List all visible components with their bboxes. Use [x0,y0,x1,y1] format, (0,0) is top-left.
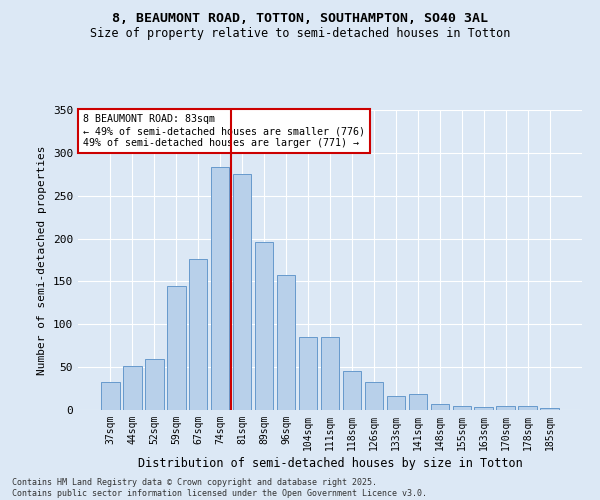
Bar [518,406,537,410]
Bar [386,396,405,410]
Bar [409,394,427,410]
Bar [475,408,493,410]
Bar [167,286,185,410]
Bar [365,382,383,410]
Y-axis label: Number of semi-detached properties: Number of semi-detached properties [37,145,47,375]
Bar [233,174,251,410]
Bar [211,168,229,410]
Bar [541,408,559,410]
Bar [189,259,208,410]
Bar [101,382,119,410]
Text: Contains HM Land Registry data © Crown copyright and database right 2025.
Contai: Contains HM Land Registry data © Crown c… [12,478,427,498]
Bar [452,406,471,410]
Text: 8 BEAUMONT ROAD: 83sqm
← 49% of semi-detached houses are smaller (776)
49% of se: 8 BEAUMONT ROAD: 83sqm ← 49% of semi-det… [83,114,365,148]
Bar [431,404,449,410]
Bar [145,358,164,410]
Bar [343,370,361,410]
Text: 8, BEAUMONT ROAD, TOTTON, SOUTHAMPTON, SO40 3AL: 8, BEAUMONT ROAD, TOTTON, SOUTHAMPTON, S… [112,12,488,26]
Bar [123,366,142,410]
Bar [255,242,274,410]
Bar [496,406,515,410]
Text: Size of property relative to semi-detached houses in Totton: Size of property relative to semi-detach… [90,28,510,40]
X-axis label: Distribution of semi-detached houses by size in Totton: Distribution of semi-detached houses by … [137,457,523,470]
Bar [277,276,295,410]
Bar [299,337,317,410]
Bar [320,337,340,410]
